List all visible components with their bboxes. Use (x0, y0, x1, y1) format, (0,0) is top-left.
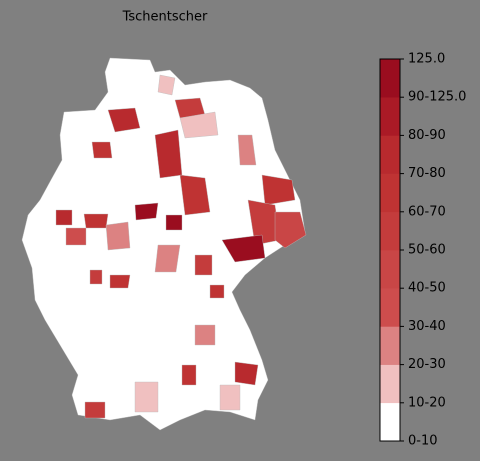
district (134, 381, 159, 413)
colorbar-tick-label: 30-40 (408, 319, 446, 334)
colorbar-tick-label: 70-80 (408, 166, 446, 181)
colorbar-tick-label: 60-70 (408, 204, 446, 219)
district (134, 202, 159, 221)
colorbar-tick-label: 10-20 (408, 395, 446, 410)
colorbar-tick-label: 125.0 (408, 52, 445, 67)
district (179, 174, 211, 216)
colorbar-band (380, 288, 400, 327)
colorbar-tick-label: 40-50 (408, 281, 446, 296)
district (274, 211, 307, 249)
district (221, 234, 266, 263)
district (237, 134, 257, 166)
colorbar-tick-label: 50-60 (408, 243, 446, 258)
germany-map (21, 57, 307, 431)
colorbar-band (380, 97, 400, 136)
colorbar: 0-10 10-20 20-30 30-40 40-50 50-60 60-70 70-80 8… (379, 52, 466, 449)
district (154, 129, 183, 179)
district (65, 227, 87, 246)
district (91, 141, 113, 159)
district (83, 213, 109, 229)
colorbar-tick-label: 90-125.0 (408, 90, 466, 105)
colorbar-band (380, 135, 400, 174)
district (84, 401, 106, 419)
map-title: Tschentscher (122, 10, 208, 25)
district (194, 324, 216, 346)
colorbar-tick-label: 80-90 (408, 128, 446, 143)
colorbar-band (380, 402, 400, 442)
district (234, 361, 259, 386)
colorbar-band (380, 326, 400, 365)
colorbar-band (380, 59, 400, 98)
colorbar-band (380, 211, 400, 251)
district (55, 209, 73, 226)
district (209, 284, 225, 299)
district (261, 174, 296, 206)
district (165, 214, 183, 231)
district (89, 269, 103, 285)
district (157, 74, 176, 96)
colorbar-band (380, 250, 400, 289)
district (154, 244, 181, 273)
district (219, 384, 241, 411)
country-outline (21, 57, 306, 431)
district (179, 111, 219, 139)
district (105, 221, 131, 251)
district (109, 274, 131, 289)
colorbar-tick-label: 0-10 (408, 434, 438, 449)
district (181, 364, 197, 386)
colorbar-band (380, 364, 400, 404)
colorbar-tick-label: 20-30 (408, 357, 446, 372)
district (107, 107, 141, 133)
district (194, 254, 213, 276)
colorbar-band (380, 173, 400, 213)
